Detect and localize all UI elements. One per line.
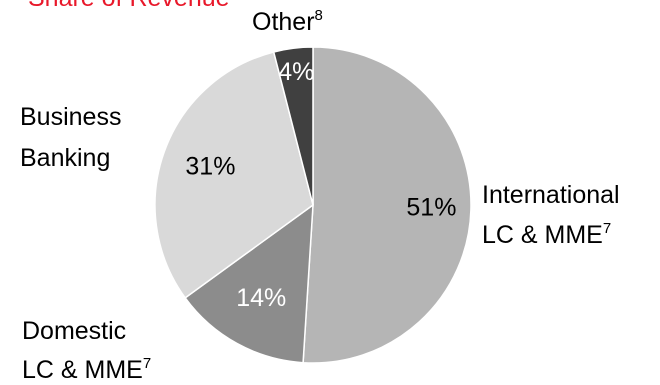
pie-slices	[154, 46, 472, 364]
category-label-international-sup: 7	[603, 220, 611, 237]
pie-slice-domestic	[184, 203, 314, 364]
category-label-other-sup: 8	[315, 7, 323, 24]
pie-slice-label-business: 31%	[185, 153, 235, 181]
pie-slice-label-domestic: 14%	[236, 284, 286, 312]
pie-slice-international	[302, 46, 472, 364]
pie-slice-business	[154, 51, 314, 299]
pie-slice-other	[272, 46, 314, 206]
category-label-domestic-sup: 7	[143, 355, 151, 372]
category-label-business-banking-2: Banking	[20, 144, 110, 172]
category-label-business-banking-1: Business	[20, 103, 121, 131]
pie-slice-labels: 51% 14% 31% 4%	[185, 58, 456, 312]
category-label-other: Other8	[252, 7, 323, 36]
category-label-domestic-2: LC & MME7	[22, 355, 151, 384]
pie-slice-label-other: 4%	[278, 58, 314, 86]
category-label-international-2: LC & MME7	[482, 220, 611, 249]
category-label-other-name: Other	[252, 8, 315, 36]
pie-slice-label-international: 51%	[406, 193, 456, 221]
category-label-domestic-2-text: LC & MME	[22, 356, 143, 384]
chart-title: Share of Revenue	[28, 0, 230, 12]
category-label-international-2-text: LC & MME	[482, 221, 603, 249]
category-label-domestic-1: Domestic	[22, 317, 126, 345]
category-label-international-1: International	[482, 181, 620, 209]
